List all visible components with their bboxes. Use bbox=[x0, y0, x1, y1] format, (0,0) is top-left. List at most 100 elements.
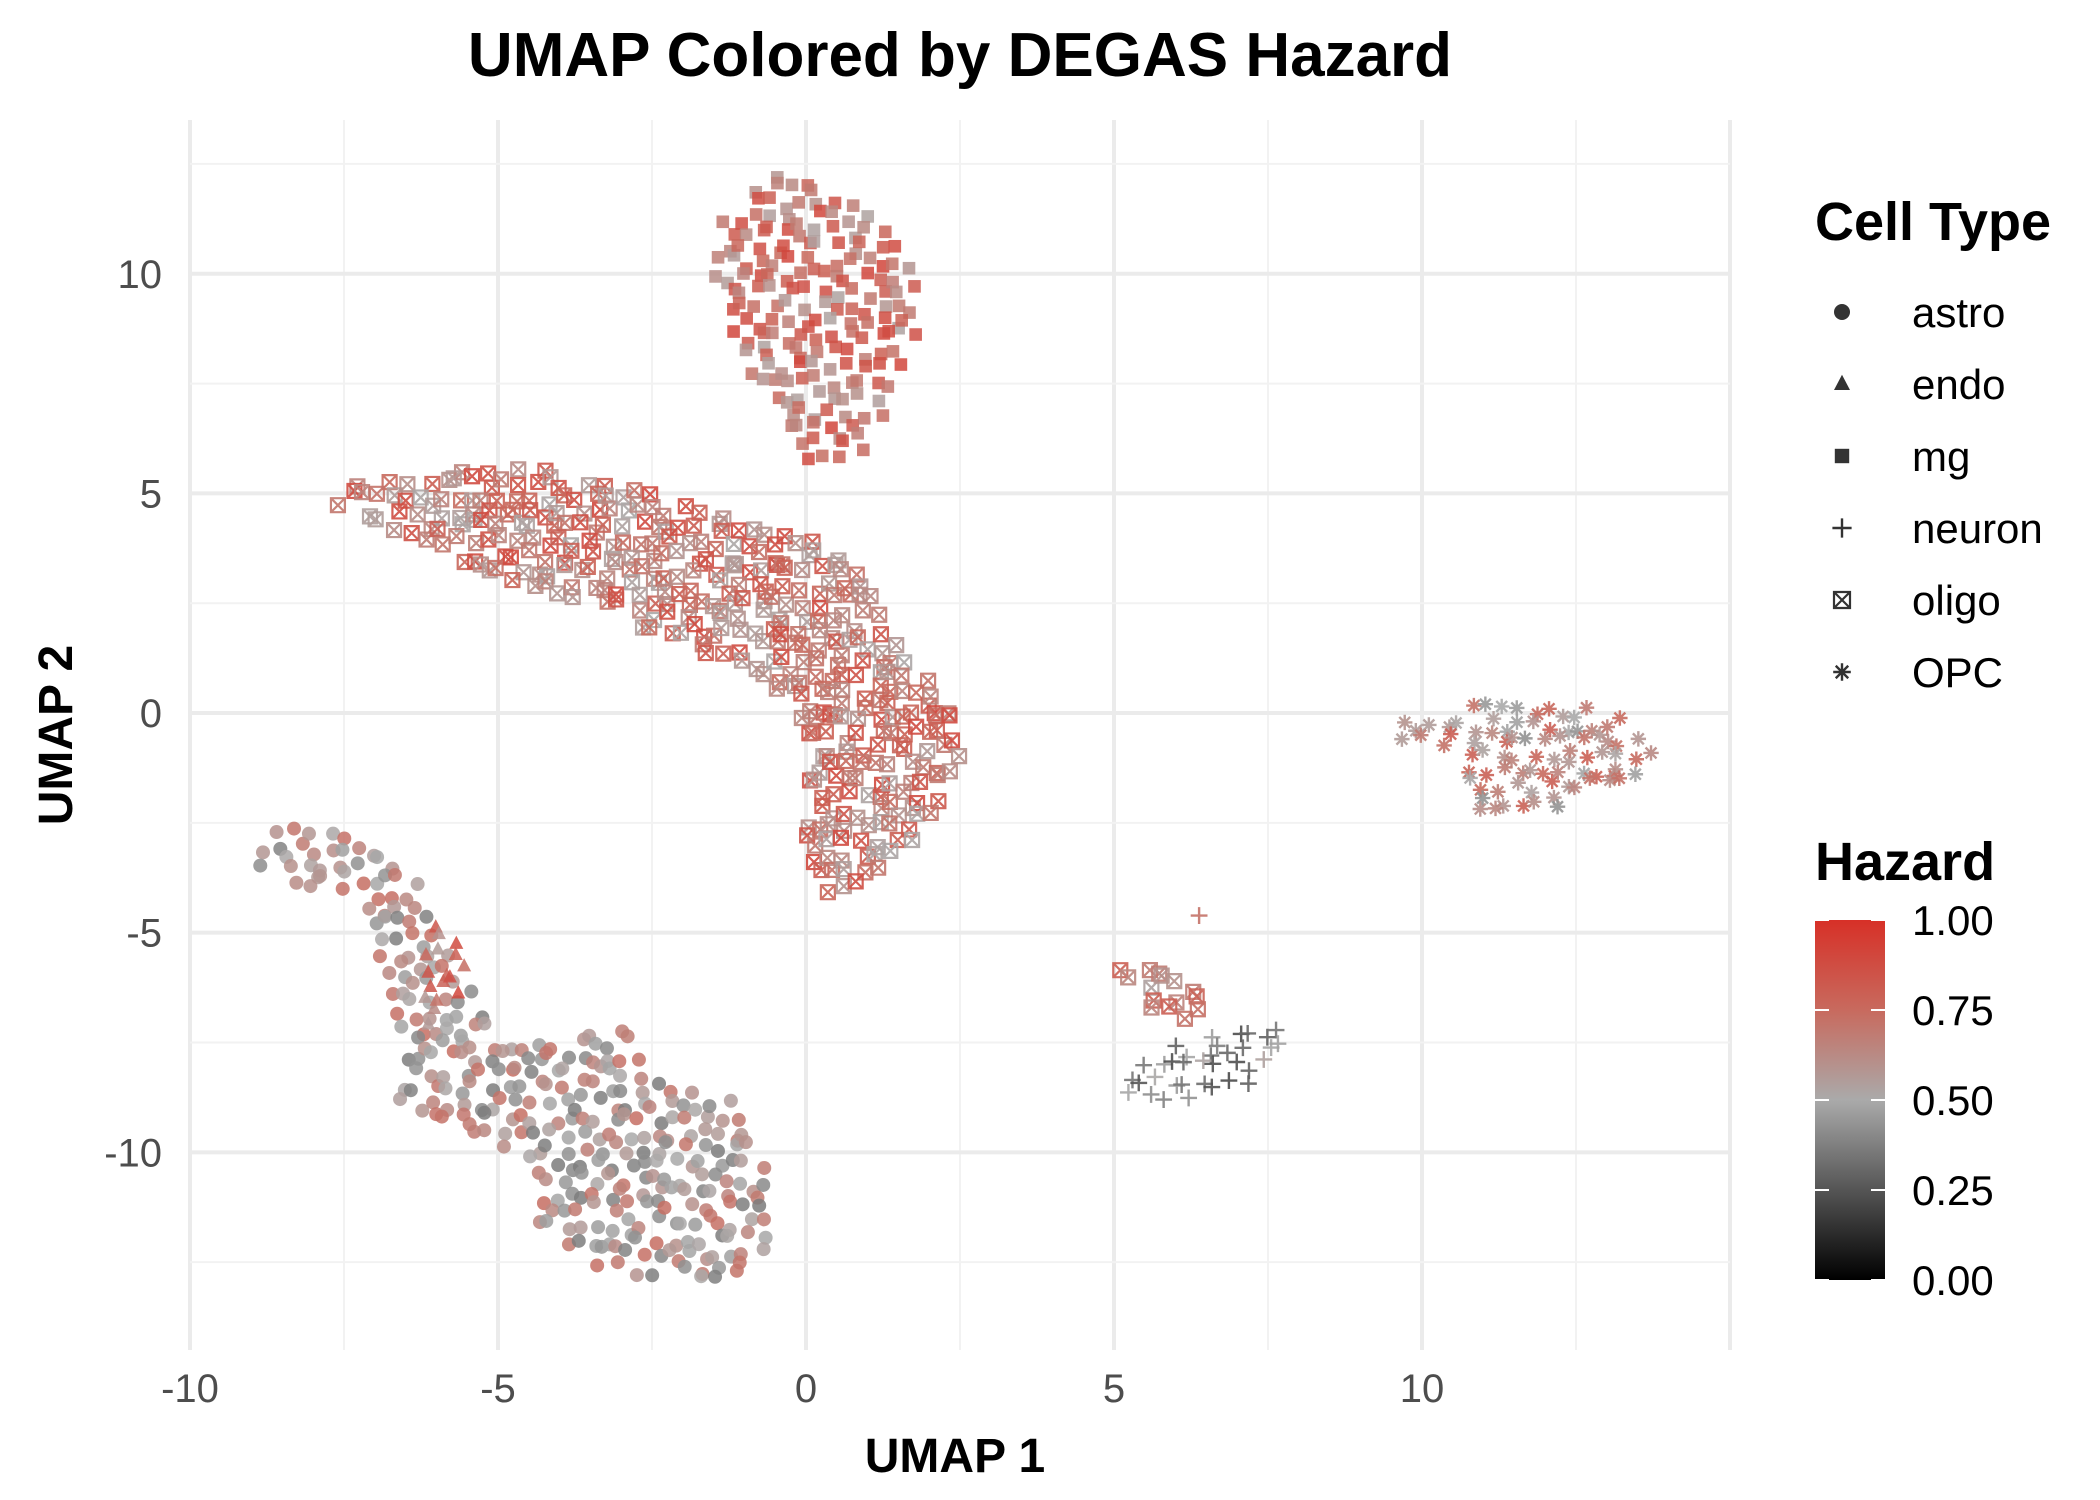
data-point-oligo bbox=[367, 511, 384, 528]
data-point-mg bbox=[840, 342, 854, 356]
data-point-oligo bbox=[893, 667, 910, 684]
data-point-astro bbox=[705, 1250, 720, 1265]
data-point-astro bbox=[313, 868, 328, 883]
data-point-astro bbox=[677, 1259, 692, 1274]
data-point-oligo bbox=[919, 743, 936, 760]
data-point-oligo bbox=[817, 723, 834, 740]
data-point-OPC bbox=[1490, 784, 1506, 800]
data-point-OPC bbox=[1474, 790, 1491, 806]
data-point-astro bbox=[426, 1095, 441, 1110]
data-point-astro bbox=[439, 1021, 454, 1036]
data-point-astro bbox=[462, 1074, 477, 1089]
data-point-astro bbox=[574, 1165, 589, 1180]
data-point-oligo bbox=[909, 805, 926, 822]
data-point-astro bbox=[449, 1009, 464, 1024]
data-point-astro bbox=[438, 992, 453, 1007]
data-point-astro bbox=[512, 1079, 527, 1094]
data-point-mg bbox=[807, 235, 821, 248]
data-point-astro bbox=[561, 1147, 576, 1162]
data-point-neuron bbox=[1269, 1035, 1287, 1053]
data-point-oligo bbox=[768, 680, 785, 697]
data-point-mg bbox=[863, 251, 877, 265]
data-point-OPC bbox=[1466, 697, 1482, 714]
data-point-astro bbox=[496, 1139, 511, 1154]
data-point-astro bbox=[524, 1064, 539, 1079]
data-point-astro bbox=[393, 1092, 408, 1107]
data-point-mg bbox=[861, 210, 875, 223]
data-point-neuron bbox=[1239, 1025, 1257, 1042]
data-point-oligo bbox=[614, 518, 631, 535]
data-point-astro bbox=[539, 1213, 554, 1228]
data-point-OPC bbox=[1562, 743, 1578, 759]
data-point-mg bbox=[765, 312, 779, 326]
data-point-OPC bbox=[1436, 737, 1452, 754]
data-point-mg bbox=[807, 262, 821, 276]
data-point-OPC bbox=[1607, 761, 1624, 778]
y-tick-label: 10 bbox=[118, 253, 163, 297]
data-point-oligo bbox=[685, 517, 702, 534]
data-point-neuron bbox=[1135, 1056, 1153, 1074]
data-point-mg bbox=[790, 217, 803, 230]
data-point-astro bbox=[537, 1138, 552, 1153]
data-point-OPC bbox=[1413, 727, 1429, 743]
data-point-astro bbox=[733, 1176, 748, 1191]
data-point-astro bbox=[283, 859, 298, 874]
data-point-mg bbox=[874, 273, 888, 287]
data-point-astro bbox=[670, 1151, 685, 1166]
data-point-mg bbox=[792, 196, 806, 209]
data-point-astro bbox=[434, 958, 449, 973]
data-point-mg bbox=[771, 176, 784, 190]
data-point-astro bbox=[410, 877, 425, 892]
data-point-oligo bbox=[903, 831, 921, 849]
data-point-OPC bbox=[1464, 747, 1481, 763]
data-point-mg bbox=[861, 316, 874, 329]
data-point-mg bbox=[739, 343, 753, 357]
data-point-oligo bbox=[832, 829, 850, 846]
data-point-OPC bbox=[1441, 719, 1458, 735]
data-point-OPC bbox=[1503, 752, 1520, 769]
x-tick-label: 5 bbox=[1103, 1367, 1125, 1411]
data-point-OPC bbox=[1542, 722, 1558, 738]
data-point-neuron bbox=[1155, 1091, 1173, 1108]
data-point-astro bbox=[539, 1046, 554, 1061]
data-point-astro bbox=[303, 879, 318, 894]
data-point-astro bbox=[326, 826, 341, 841]
data-point-astro bbox=[434, 1109, 449, 1124]
data-point-OPC bbox=[1496, 749, 1513, 766]
x-tick-label: 10 bbox=[1400, 1367, 1445, 1411]
data-point-mg bbox=[830, 259, 844, 273]
data-point-astro bbox=[621, 1212, 636, 1227]
data-point-oligo bbox=[847, 724, 864, 741]
data-point-mg bbox=[745, 367, 759, 380]
data-point-oligo bbox=[385, 521, 403, 539]
data-point-oligo bbox=[429, 520, 446, 537]
data-point-mg bbox=[825, 421, 838, 435]
data-point-oligo bbox=[882, 842, 899, 859]
data-point-oligo bbox=[594, 516, 612, 533]
data-point-oligo bbox=[490, 527, 507, 544]
data-point-astro bbox=[287, 821, 302, 836]
data-point-mg bbox=[796, 437, 809, 450]
data-point-astro bbox=[620, 1029, 635, 1044]
data-point-oligo bbox=[825, 612, 842, 629]
data-point-mg bbox=[829, 340, 842, 354]
data-point-mg bbox=[807, 369, 820, 382]
data-point-oligo bbox=[941, 763, 958, 780]
data-point-astro bbox=[634, 1071, 649, 1086]
data-point-mg bbox=[831, 291, 845, 304]
data-point-mg bbox=[826, 219, 840, 233]
data-point-astro bbox=[561, 1092, 576, 1107]
data-point-OPC bbox=[1612, 710, 1628, 726]
data-point-oligo bbox=[773, 648, 790, 666]
data-point-OPC bbox=[1546, 789, 1562, 806]
data-point-neuron bbox=[1196, 1075, 1214, 1093]
data-point-endo bbox=[427, 1000, 442, 1015]
data-point-oligo bbox=[697, 551, 714, 568]
data-point-OPC bbox=[1602, 772, 1618, 788]
data-point-mg bbox=[781, 250, 795, 263]
data-point-astro bbox=[387, 899, 402, 914]
data-point-mg bbox=[882, 324, 896, 338]
data-point-mg bbox=[756, 372, 770, 386]
data-point-oligo bbox=[725, 535, 742, 553]
data-point-astro bbox=[640, 1194, 655, 1209]
